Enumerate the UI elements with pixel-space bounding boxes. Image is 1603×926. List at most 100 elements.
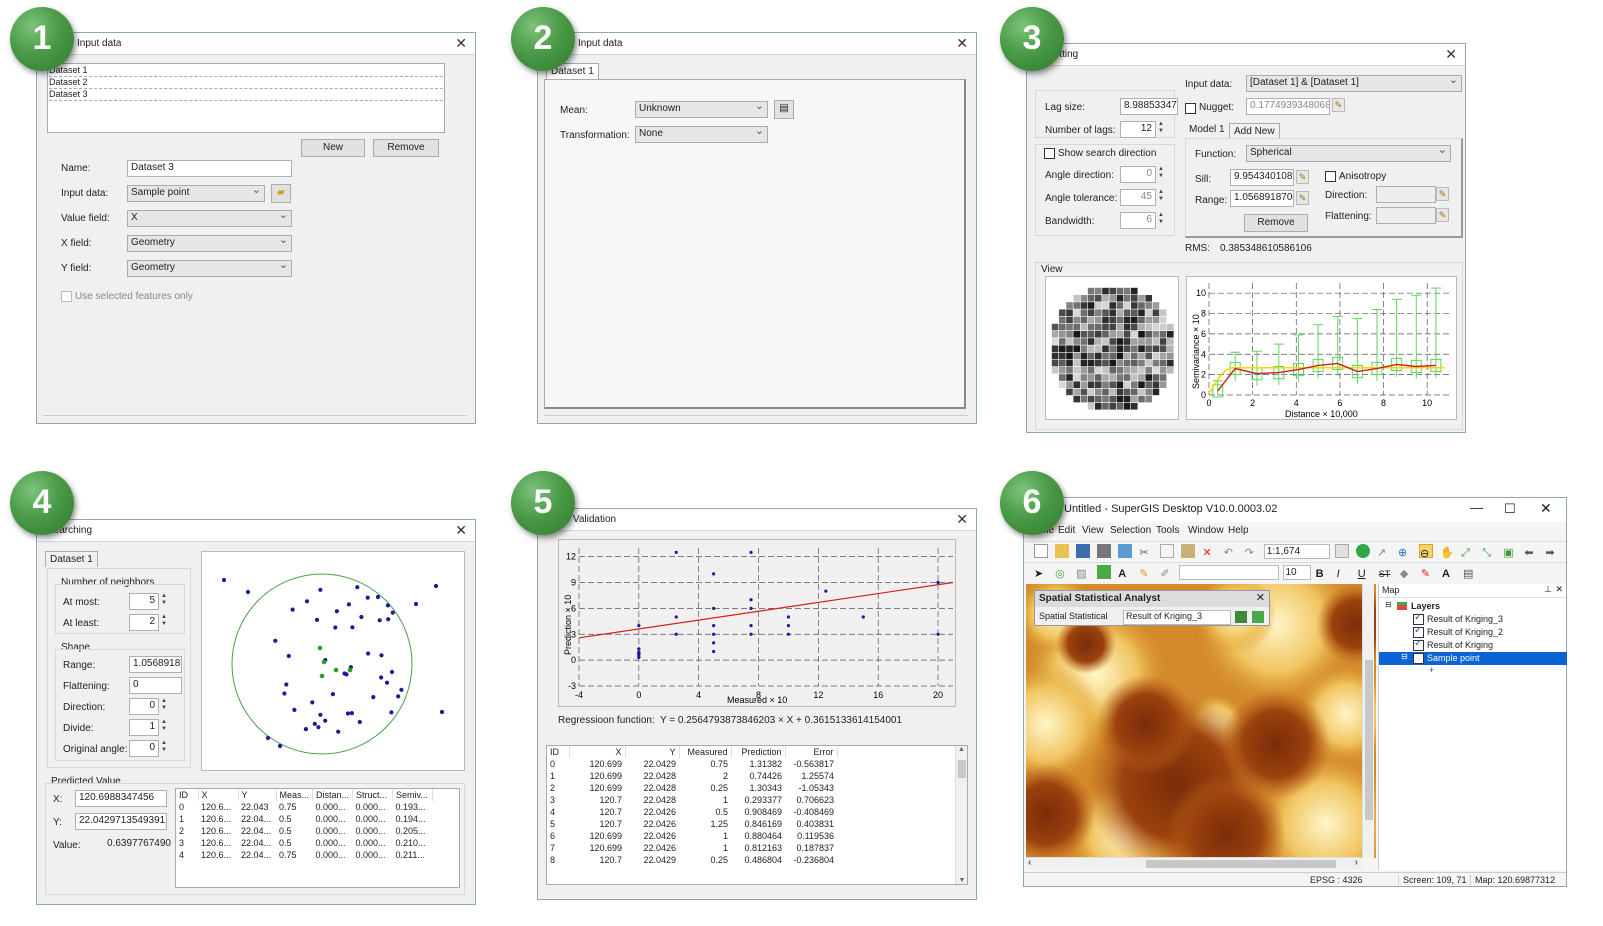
brush-icon[interactable]: ✎ — [1139, 568, 1149, 581]
select-area-icon[interactable]: ▨ — [1076, 568, 1087, 581]
select-arrow-icon[interactable]: ➤ — [1034, 568, 1044, 581]
table-row[interactable]: 2 120.699 22.0428 0.25 1.30343 -1.05343 — [547, 782, 837, 794]
at-least-field[interactable]: 2 — [129, 614, 159, 631]
original-angle-field[interactable]: 0 — [129, 740, 159, 757]
open-folder-button[interactable]: ▰ — [271, 184, 291, 203]
direction-edit-button[interactable]: ✎ — [1436, 187, 1449, 201]
select-circle-icon[interactable]: ◎ — [1055, 568, 1065, 581]
angle-tolerance-field[interactable]: 45 — [1120, 189, 1156, 206]
tab-dataset-1[interactable]: Dataset 1 — [45, 551, 98, 567]
table-scrollbar[interactable]: ▲ ▼ — [955, 746, 967, 884]
collapse-icon[interactable]: ⊟ — [1401, 652, 1408, 661]
dataset-list[interactable]: Dataset 1 Dataset 2 Dataset 3 — [47, 63, 445, 133]
paste-icon[interactable] — [1181, 544, 1196, 559]
strikethrough-icon[interactable]: ST — [1378, 569, 1391, 580]
python-icon[interactable] — [1334, 544, 1349, 559]
identify-icon[interactable]: ↗ — [1376, 547, 1387, 560]
table-row[interactable]: 3 120.6... 22.04... 0.5 0.000... 0.000... 0.21… — [176, 837, 433, 849]
column-header[interactable]: X — [198, 789, 239, 801]
text-tool-icon[interactable]: A — [1118, 568, 1127, 581]
table-row[interactable]: 0 120.6... 22.043 0.75 0.000... 0.000... 0.193… — [176, 801, 433, 813]
delete-icon[interactable]: ✕ — [1202, 547, 1212, 560]
layer-item[interactable]: Result of Kriging — [1379, 638, 1567, 652]
table-row[interactable]: 0 120.699 22.0429 0.75 1.31382 -0.563817 — [547, 758, 837, 770]
menu-selection[interactable]: Selection — [1110, 525, 1152, 536]
pin-icon[interactable]: ⊥ — [1544, 584, 1552, 594]
minimize-icon[interactable]: — — [1470, 500, 1483, 515]
scroll-down-icon[interactable]: ▼ — [958, 877, 966, 884]
scale-select[interactable]: 1:1,674 — [1263, 543, 1330, 559]
italic-icon[interactable]: I — [1336, 568, 1340, 581]
sill-edit-button[interactable]: ✎ — [1296, 170, 1309, 184]
show-search-direction-checkbox[interactable] — [1044, 148, 1055, 159]
bold-icon[interactable]: B — [1315, 568, 1324, 581]
scroll-up-icon[interactable]: ▲ — [958, 746, 965, 753]
table-row[interactable]: 7 120.699 22.0426 1 0.812163 0.187837 — [547, 842, 837, 854]
back-icon[interactable]: ⬅ — [1524, 547, 1534, 560]
angle-direction-spinner[interactable]: ▲ ▼ — [1158, 166, 1164, 179]
y-field[interactable]: 22.0429713549391 — [75, 813, 167, 830]
validation-table[interactable]: ID X Y Measured Prediction Error 0 120.69… — [546, 745, 968, 885]
nugget-edit-button[interactable]: ✎ — [1332, 98, 1345, 112]
table-row[interactable]: 1 120.6... 22.04... 0.5 0.000... 0.000... 0.19… — [176, 813, 433, 825]
sill-field[interactable]: 9.9543401089 — [1230, 169, 1294, 186]
close-icon[interactable]: ✕ — [956, 511, 968, 527]
underline-icon[interactable]: U — [1357, 568, 1366, 581]
tab-add-new[interactable]: Add New — [1229, 123, 1280, 139]
scroll-left-icon[interactable]: ‹ — [1028, 857, 1032, 868]
column-header[interactable]: Struct... — [352, 789, 394, 801]
scroll-right-icon[interactable]: › — [1354, 857, 1358, 868]
print-icon[interactable] — [1097, 544, 1112, 559]
font-size-select[interactable]: 10 — [1282, 564, 1311, 580]
font-name-select[interactable] — [1179, 564, 1280, 580]
column-header[interactable]: Prediction — [731, 746, 786, 758]
zoom-layer-icon[interactable]: ⤡ — [1482, 547, 1491, 560]
dataset-list-item[interactable]: Dataset 3 — [49, 89, 443, 101]
number-of-lags-field[interactable]: 12 — [1120, 121, 1156, 138]
table-row[interactable]: 2 120.6... 22.04... 0.5 0.000... 0.000... 0.20… — [176, 825, 433, 837]
close-icon[interactable]: ✕ — [455, 522, 467, 538]
scroll-thumb[interactable] — [1146, 860, 1336, 868]
pan-icon[interactable]: ✋ — [1440, 547, 1454, 560]
layer-visibility-checkbox[interactable] — [1413, 625, 1424, 638]
range-edit-button[interactable]: ✎ — [1296, 191, 1309, 205]
scroll-thumb[interactable] — [1365, 660, 1373, 820]
table-row[interactable]: 3 120.7 22.0428 1 0.293377 0.706623 — [547, 794, 837, 806]
new-file-icon[interactable] — [1034, 544, 1048, 559]
nugget-checkbox[interactable] — [1185, 103, 1196, 114]
flattening-field[interactable]: 0 — [129, 677, 182, 694]
menu-help[interactable]: Help — [1228, 525, 1249, 536]
table-row[interactable]: 6 120.699 22.0426 1 0.880464 0.119536 — [547, 830, 837, 842]
close-icon[interactable]: ✕ — [1445, 46, 1457, 62]
map-view[interactable]: Spatial Statistical Analyst ✕ Spatial St… — [1026, 584, 1376, 858]
at-most-spinner[interactable]: ▲ ▼ — [161, 593, 167, 606]
remove-button[interactable]: Remove — [373, 139, 439, 157]
column-header[interactable]: Measured — [679, 746, 732, 758]
close-icon[interactable]: ✕ — [956, 35, 968, 51]
table-row[interactable]: 8 120.7 22.0429 0.25 0.486804 -0.236804 — [547, 854, 837, 866]
lags-spinner[interactable]: ▲ ▼ — [1158, 121, 1164, 134]
close-icon[interactable]: ✕ — [1255, 592, 1265, 604]
layer-visibility-checkbox[interactable] — [1413, 612, 1424, 625]
transformation-select[interactable]: None — [635, 126, 768, 143]
divide-field[interactable]: 1 — [129, 719, 159, 736]
table-row[interactable]: 1 120.699 22.0428 2 0.74426 1.25574 — [547, 770, 837, 782]
at-least-spinner[interactable]: ▲ ▼ — [161, 614, 167, 627]
layer-item[interactable]: Result of Kriging_3 — [1379, 612, 1567, 626]
direction-field[interactable]: 0 — [129, 698, 159, 715]
shadow-icon[interactable]: ▤ — [1463, 568, 1474, 581]
zoom-out-icon[interactable]: ⊖ — [1419, 544, 1433, 560]
forward-icon[interactable]: ➡ — [1545, 547, 1555, 560]
layer-visibility-checkbox[interactable] — [1413, 638, 1424, 651]
fixed-zoom-icon[interactable]: ▣ — [1503, 547, 1514, 560]
menu-window[interactable]: Window — [1188, 525, 1224, 536]
column-header[interactable]: ID — [176, 789, 199, 801]
original-angle-spinner[interactable]: ▲ ▼ — [161, 740, 167, 753]
table-row[interactable]: 4 120.6... 22.04... 0.75 0.000... 0.000... 0.2… — [176, 849, 433, 861]
layer-visibility-checkbox[interactable] — [1413, 653, 1424, 664]
y-field-select[interactable]: Geometry — [127, 260, 292, 277]
close-icon[interactable]: ✕ — [1540, 500, 1552, 516]
export-icon[interactable] — [1252, 611, 1264, 623]
column-header[interactable]: Error — [785, 746, 838, 758]
save-icon[interactable] — [1235, 611, 1247, 623]
